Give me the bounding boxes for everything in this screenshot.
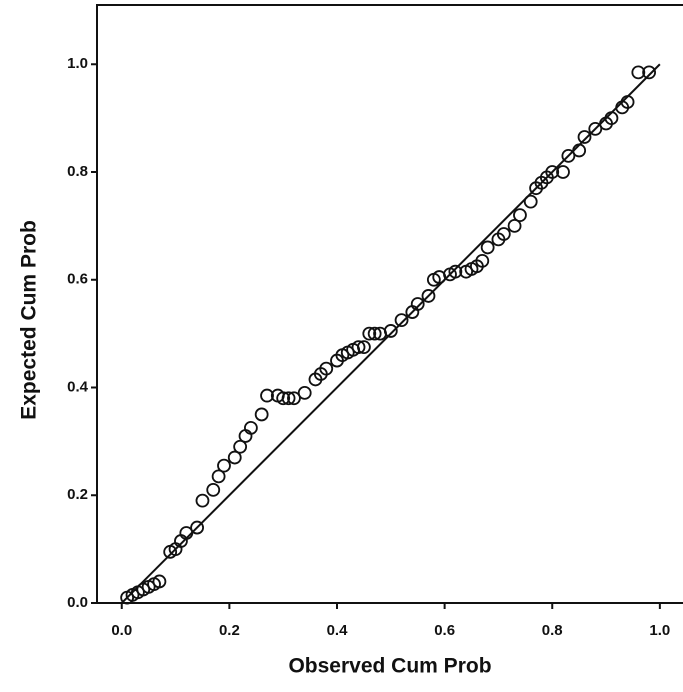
x-tick-label: 0.6 bbox=[434, 622, 455, 639]
point bbox=[227, 450, 242, 465]
point bbox=[475, 254, 490, 268]
y-axis-title: Expected Cum Prob bbox=[18, 220, 41, 420]
point bbox=[556, 165, 570, 179]
point bbox=[572, 143, 587, 158]
point bbox=[480, 240, 495, 255]
y-tick-label: 0.6 bbox=[67, 271, 88, 288]
point bbox=[260, 388, 274, 403]
point bbox=[523, 194, 538, 209]
point bbox=[367, 326, 382, 341]
plot-frame bbox=[96, 4, 683, 604]
point bbox=[357, 340, 371, 354]
point bbox=[195, 493, 210, 508]
reference-line bbox=[121, 63, 661, 604]
point bbox=[588, 122, 603, 136]
point bbox=[297, 385, 312, 400]
point bbox=[631, 65, 646, 80]
x-tick-label: 1.0 bbox=[649, 622, 670, 639]
point bbox=[394, 313, 409, 328]
point bbox=[545, 165, 560, 179]
point bbox=[410, 297, 425, 311]
point bbox=[362, 326, 377, 341]
point bbox=[620, 95, 635, 109]
point bbox=[496, 227, 511, 241]
y-tick-label: 1.0 bbox=[67, 55, 88, 72]
point bbox=[206, 482, 221, 497]
point bbox=[243, 421, 258, 435]
point bbox=[577, 130, 592, 144]
x-tick-label: 0.2 bbox=[219, 622, 240, 639]
point bbox=[152, 574, 167, 589]
point bbox=[217, 458, 231, 473]
point bbox=[211, 469, 226, 484]
y-tick-label: 0.2 bbox=[67, 486, 88, 503]
point bbox=[604, 111, 619, 126]
point bbox=[561, 148, 576, 163]
x-tick-label: 0.8 bbox=[542, 622, 563, 639]
point bbox=[448, 264, 463, 279]
point bbox=[319, 361, 334, 376]
point bbox=[179, 526, 194, 540]
point bbox=[642, 65, 656, 80]
point bbox=[351, 340, 366, 354]
x-axis-title: Observed Cum Prob bbox=[288, 655, 491, 678]
point bbox=[190, 520, 204, 535]
point bbox=[276, 391, 291, 406]
point bbox=[287, 391, 301, 406]
point bbox=[421, 289, 436, 303]
point bbox=[507, 218, 522, 233]
y-tick-label: 0.4 bbox=[67, 378, 89, 395]
x-tick-label: 0.0 bbox=[111, 622, 132, 639]
y-tick-label: 0.8 bbox=[67, 163, 88, 180]
point bbox=[233, 439, 248, 454]
x-tick-label: 0.4 bbox=[327, 622, 349, 639]
point bbox=[383, 324, 398, 338]
y-tick-label: 0.0 bbox=[67, 594, 88, 611]
point bbox=[281, 391, 296, 406]
point bbox=[254, 407, 269, 422]
point bbox=[513, 208, 527, 223]
